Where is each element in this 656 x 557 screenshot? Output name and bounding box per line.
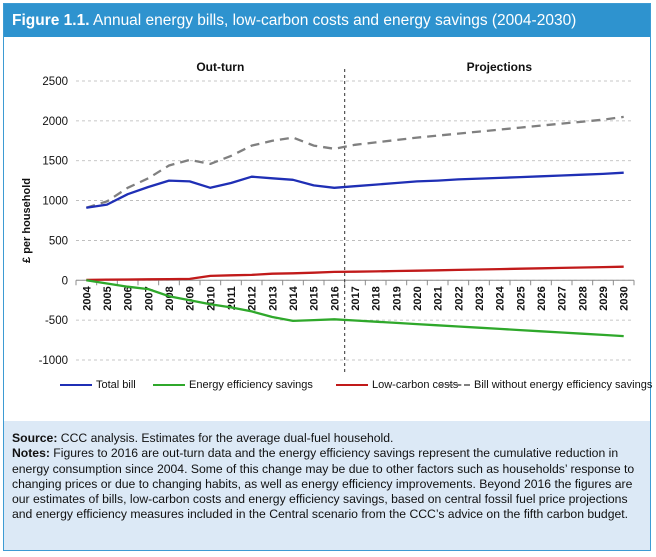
section-label-outturn: Out-turn — [196, 60, 244, 74]
series-line-energy-efficiency-savings — [86, 279, 624, 338]
x-tick-label: 2010 — [205, 286, 217, 310]
y-tick-label: -500 — [45, 315, 68, 327]
figure-header: Figure 1.1. Annual energy bills, low-car… — [4, 4, 650, 37]
series-line-total-bill — [86, 171, 624, 209]
y-tick-label: -1000 — [39, 355, 68, 367]
x-tick-label: 2016 — [329, 286, 341, 310]
y-tick-label: 0 — [62, 275, 68, 287]
line-chart: 2500 2000 1500 1000 500 0 -500 -1000 £ per house… — [21, 60, 635, 372]
x-tick-label: 2008 — [164, 286, 176, 310]
x-tick-label: 2021 — [433, 286, 445, 310]
legend-item: Bill without energy efficiency savings — [438, 377, 652, 393]
x-tick-label: 2019 — [391, 286, 403, 310]
x-tick-label: 2012 — [247, 286, 259, 310]
x-tick-label: 2024 — [495, 285, 507, 310]
source-label: Source: — [12, 431, 58, 445]
series-line-low-carbon-costs — [86, 265, 624, 282]
x-tick-label: 2014 — [288, 285, 300, 310]
x-tick-label: 2027 — [557, 286, 569, 310]
x-tick-label: 2017 — [350, 286, 362, 310]
x-tick-label: 2013 — [267, 286, 279, 310]
x-tick-label: 2004 — [81, 285, 93, 310]
x-tick-label: 2009 — [185, 286, 197, 310]
source-text: CCC analysis. Estimates for the average … — [57, 431, 394, 445]
x-tick-label: 2028 — [577, 286, 589, 310]
x-tick-label: 2015 — [309, 286, 321, 310]
legend-label: Bill without energy efficiency savings — [474, 379, 653, 391]
x-tick-label: 2026 — [536, 286, 548, 310]
x-tick-label: 2023 — [474, 286, 486, 310]
x-tick-label: 2022 — [453, 286, 465, 310]
legend-item: Energy efficiency savings — [153, 377, 313, 393]
x-tick-label: 2007 — [143, 286, 155, 310]
chart-area: 2500 2000 1500 1000 500 0 -500 -1000 £ per house… — [4, 37, 652, 419]
legend-swatch — [60, 384, 92, 387]
y-tick-label: 2000 — [42, 116, 68, 128]
chart-legend: Total bill Energy efficiency savings Low-c… — [60, 375, 652, 395]
x-tick-label: 2006 — [123, 286, 135, 310]
x-tick-label: 2011 — [226, 286, 238, 310]
figure-frame: Figure 1.1. Annual energy bills, low-car… — [3, 3, 652, 551]
x-tick-label: 2005 — [102, 286, 114, 310]
x-tick-label: 2020 — [412, 286, 424, 310]
y-tick-label: 1500 — [42, 156, 68, 168]
y-tick-label: 500 — [49, 235, 68, 247]
figure-title: Annual energy bills, low-carbon costs an… — [92, 12, 577, 29]
x-tick-label: 2030 — [619, 286, 631, 310]
y-tick-label: 1000 — [42, 196, 68, 208]
x-tick-label: 2029 — [598, 286, 610, 310]
legend-item: Total bill — [60, 377, 136, 393]
notes-panel: Source: CCC analysis. Estimates for the … — [4, 421, 650, 550]
notes-text: Figures to 2016 are out-turn data and th… — [12, 446, 635, 522]
legend-item: Low-carbon costs — [336, 377, 458, 393]
legend-label: Total bill — [96, 379, 136, 391]
legend-swatch — [438, 384, 470, 387]
figure-label: Figure 1.1. — [12, 12, 90, 29]
legend-label: Energy efficiency savings — [189, 379, 313, 391]
series-line-bill-without-energy-efficiency-savings — [85, 115, 624, 209]
y-axis-label: £ per household — [21, 178, 33, 263]
x-tick-label: 2018 — [371, 286, 383, 310]
legend-swatch — [153, 384, 185, 387]
section-label-projections: Projections — [467, 60, 533, 74]
legend-label: Low-carbon costs — [372, 379, 459, 391]
legend-swatch — [336, 384, 368, 387]
x-tick-label: 2025 — [515, 286, 527, 310]
y-tick-label: 2500 — [42, 76, 68, 88]
notes-label: Notes: — [12, 446, 50, 461]
